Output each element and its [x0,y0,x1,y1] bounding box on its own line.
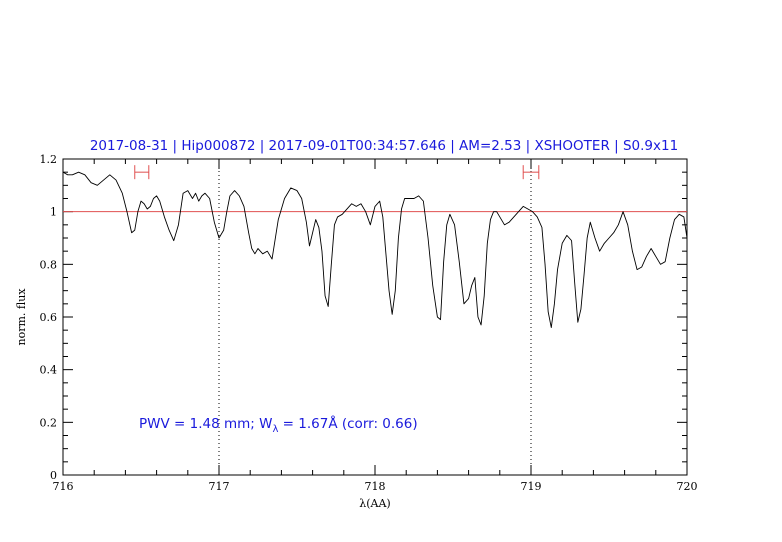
pwv-annotation-suffix: = 1.67Å (corr: 0.66) [278,415,417,432]
y-tick-labels: 0 0.2 0.4 0.6 0.8 1 1.2 [40,153,58,482]
x-tick-labels: 716 717 718 719 720 [53,480,698,493]
chart-title: 2017-08-31 | Hip000872 | 2017-09-01T00:3… [90,138,678,154]
y-tick-label: 0.6 [40,311,58,324]
y-tick-label: 1.2 [40,153,58,166]
y-tick-label: 0.8 [40,258,58,271]
pwv-annotation-subscript: λ [272,424,278,435]
interval-markers [134,165,540,180]
y-axis-label: norm. flux [15,288,28,346]
y-tick-label: 0.2 [40,416,58,429]
plot-area [62,158,688,476]
x-tick-label: 719 [521,480,542,493]
x-tick-label: 716 [53,480,74,493]
series-group [62,171,688,328]
x-tick-label: 717 [209,480,230,493]
x-tick-label: 718 [365,480,386,493]
pwv-annotation-prefix: PWV = 1.48 mm; W [139,416,272,432]
y-tick-label: 0 [50,469,57,482]
interval-marker [522,165,540,180]
x-axis-label: λ(AA) [359,497,390,510]
spectrum-line [62,171,688,328]
x-tick-label: 720 [677,480,698,493]
y-tick-label: 0.4 [40,364,58,377]
pwv-annotation: PWV = 1.48 mm; Wλ = 1.67Å (corr: 0.66) [139,415,418,435]
interval-marker [134,165,150,180]
y-tick-label: 1 [50,206,57,219]
